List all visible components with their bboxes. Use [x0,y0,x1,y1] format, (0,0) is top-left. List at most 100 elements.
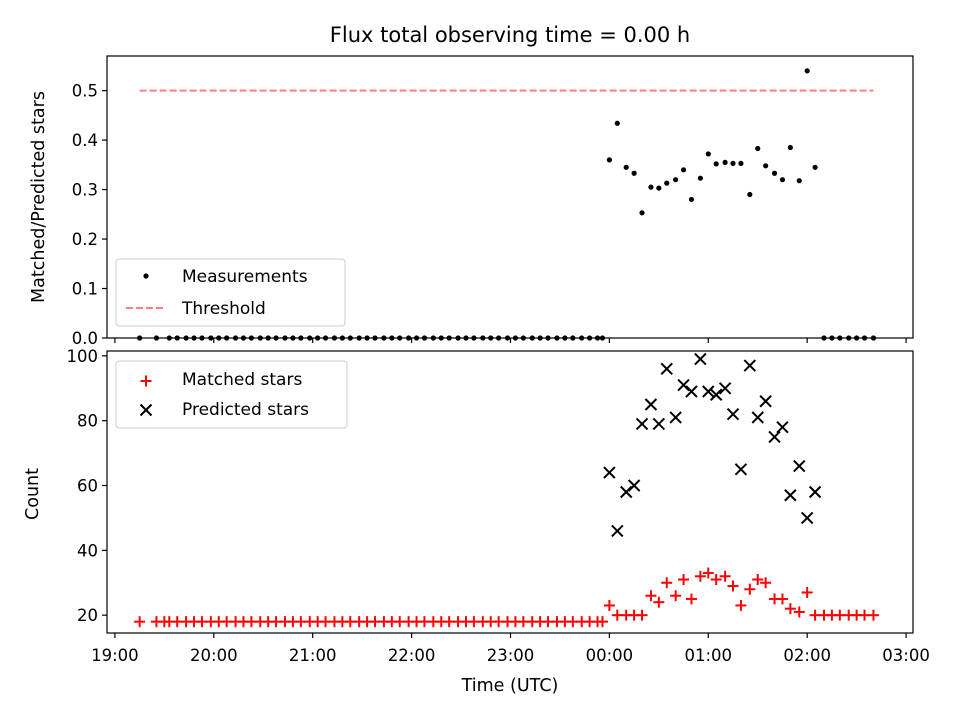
measurement-point [290,335,296,341]
x-tick-label: 20:00 [190,646,238,665]
cross-b [635,417,649,431]
measurement-point [870,335,877,341]
predicted-star-point [793,459,806,473]
cross-b [768,430,781,444]
measurement-point [406,335,412,341]
measurement-point [812,164,818,170]
measurement-point [854,335,860,341]
measurement-point [504,335,511,341]
measurement-point [554,335,560,341]
cross-b [808,485,822,499]
measurement-point [153,335,160,341]
measurement-point [137,335,143,341]
bottom-y-tick-label: 20 [77,606,98,625]
matched-star-point [134,616,146,628]
measurement-point [594,335,601,341]
measurement-point [471,335,477,341]
predicted-star-point [751,411,764,424]
predicted-star-point [808,485,822,499]
x-tick-label: 00:00 [586,646,634,665]
predicted-star-point [734,463,748,476]
measurement-point [430,335,436,341]
x-tick-label: 23:00 [487,646,535,665]
cross-b [702,385,715,398]
measurement-point [216,335,222,341]
measurement-point [599,335,606,341]
measurement-point [697,175,703,181]
cross-b [652,417,666,431]
cross-b [685,385,698,398]
predicted-star-point [759,395,772,408]
measurement-point [322,335,329,341]
predicted-star-point [743,359,757,372]
measurement-point [199,335,205,341]
measurement-point [545,335,551,341]
measurement-point [347,335,353,341]
top-y-axis-label: Matched/Predicted stars [29,91,49,303]
matched-star-point [636,609,648,621]
measurement-point [331,335,338,341]
measurement-point [631,170,637,176]
predicted-star-point [635,417,649,431]
measurement-point [372,335,378,341]
measurement-point [413,335,420,341]
x-axis-label: Time (UTC) [461,676,559,696]
legend-measurements-marker [143,273,149,279]
measurement-point [438,335,444,341]
matched-star-point [793,606,805,618]
measurement-point [730,160,736,166]
top-y-tick-label: 0.5 [72,82,98,101]
measurement-point [381,335,387,341]
matched-star-point [867,609,879,621]
measurement-point [389,335,395,341]
measurement-point [282,335,288,341]
measurement-point [224,335,230,341]
measurement-point [587,335,593,341]
top-legend-box [115,258,346,327]
matched-star-point [776,593,788,605]
measurement-point [846,335,852,341]
measurement-point [648,184,654,190]
legend-matched-label: Matched stars [182,370,302,390]
bottom-y-axis-label: Count [23,468,43,520]
matched-star-point [760,577,772,589]
measurement-point [722,159,728,165]
bottom-legend-box [115,360,348,429]
measurement-point [174,335,180,341]
x-tick-label: 03:00 [882,646,930,665]
top-y-tick-label: 0.2 [72,230,98,249]
measurement-point [446,335,452,341]
bottom-y-tick-label: 100 [67,347,99,366]
matched-star-point [710,574,722,586]
predicted-star-point [694,352,707,366]
predicted-star-point [644,398,658,411]
matched-star-point [694,570,706,582]
x-tick-label: 21:00 [289,646,337,665]
measurement-point [738,160,744,166]
measurement-point [191,335,197,341]
measurement-point [183,335,189,341]
measurement-point [570,335,576,341]
cross-b [759,395,772,408]
bottom-y-tick-label: 80 [77,412,98,431]
legend-threshold-label: Threshold [181,299,266,319]
measurement-point [248,335,254,341]
predicted-star-point [685,385,698,398]
measurement-point [861,335,868,341]
predicted-star-point [709,388,723,401]
measurement-point [307,335,313,341]
predicted-star-point [784,489,797,502]
x-tick-label: 22:00 [388,646,436,665]
cross-b [784,489,797,502]
measurement-point [529,335,535,341]
measurement-point [339,335,345,341]
matched-star-point [784,603,796,615]
measurement-point [606,157,612,163]
predicted-star-point [603,466,616,479]
matched-star-point [596,616,608,628]
legend-matched-marker [140,375,152,387]
top-y-tick-label: 0.0 [72,329,98,348]
cross-b [709,388,723,401]
matched-star-point [727,580,739,592]
measurement-point [488,335,494,341]
